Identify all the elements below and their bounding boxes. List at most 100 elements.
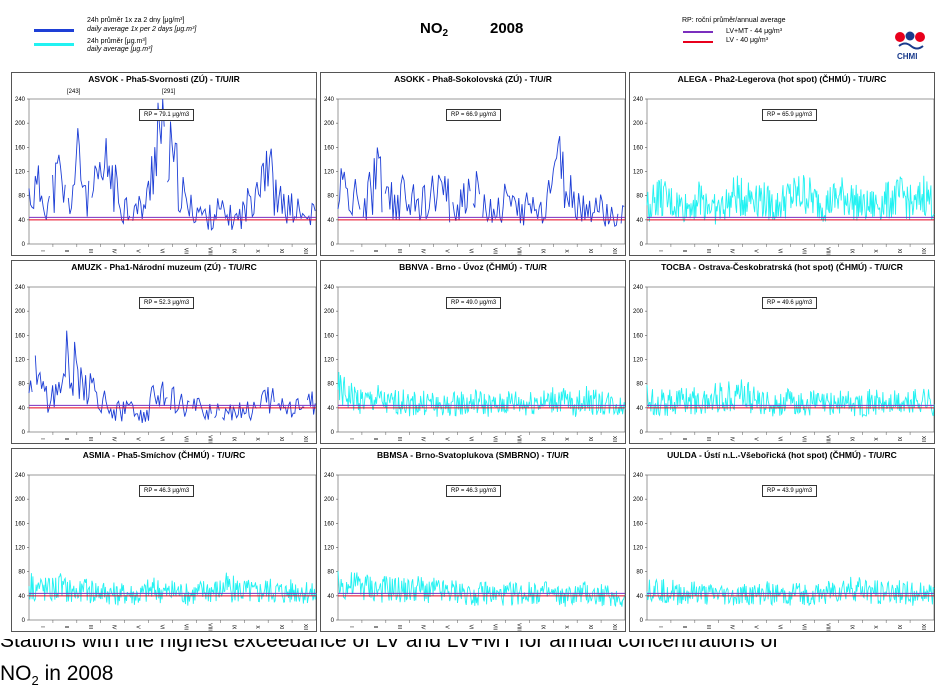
month-tick-label: VII [800,436,806,442]
month-tick-label: IV [111,625,117,630]
month-tick-label: XII [920,248,926,254]
y-tick-label: 80 [18,570,25,576]
month-tick-label: XII [920,436,926,442]
y-tick-label: 40 [636,594,643,600]
legend-line-lv-mt [683,31,713,33]
month-tick-label: IX [848,625,854,630]
month-tick-label: VIII [206,435,212,443]
legend-line-lv [683,41,713,43]
y-tick-label: 200 [633,309,644,315]
month-tick-label: I [39,250,45,251]
peak-annotation: [243] [67,89,81,95]
month-tick-label: X [563,249,569,253]
rp-legend-title: RP: roční průměr/annual average [682,17,786,24]
month-tick-label: XI [278,249,284,254]
y-tick-label: 160 [633,145,644,151]
month-tick-label: XI [278,625,284,630]
month-tick-label: XI [896,249,902,254]
chart-panel: 0 40 80 120 160 200 240 I II III IV V VI VII VIII IX X XI… [320,260,626,444]
y-tick-label: 80 [327,570,334,576]
y-tick-label: 120 [324,170,335,176]
month-tick-label: IV [729,625,735,630]
series-line [337,371,626,417]
month-tick-label: III [396,437,402,441]
month-tick-label: I [348,438,354,439]
chart-panel: 0 40 80 120 160 200 240 I II III IV V VI VII VIII IX X XI… [11,260,317,444]
y-tick-label: 200 [633,121,644,127]
month-tick-label: VI [468,249,474,254]
caption-line-2: NO2 in 2008 [0,662,114,689]
chart-panel: 0 40 80 120 160 200 240 I II III IV V VI VII VIII IX X XI… [11,448,317,632]
month-tick-label: VIII [206,247,212,255]
month-tick-label: II [63,626,69,629]
chart-panel: 0 40 80 120 160 200 240 I II III IV V VI VII VIII IX X XI… [320,448,626,632]
chmi-logo-text: CHMI [897,52,918,61]
y-tick-label: 40 [18,594,25,600]
chart-title: TOCBA - Ostrava-Českobratrská (hot spot)… [661,262,903,272]
y-tick-label: 160 [15,333,26,339]
month-tick-label: VI [159,437,165,442]
month-tick-label: III [396,625,402,629]
annual-average-box: RP = 49.0 μg/m3 [446,297,502,309]
month-tick-label: II [681,626,687,629]
month-tick-label: XI [587,625,593,630]
month-tick-label: III [87,249,93,253]
series-line [646,175,935,225]
chart-title: ASMIA - Pha5-Smíchov (ČHMÚ) - T/U/RC [82,450,246,460]
month-tick-label: IV [111,437,117,442]
y-tick-label: 120 [324,546,335,552]
month-tick-label: IX [539,437,545,442]
legend-text-daily: 24h průměr [μg.m³] [87,38,147,45]
y-tick-label: 0 [22,618,26,624]
y-tick-label: 0 [640,430,644,436]
y-tick-label: 240 [633,97,644,103]
chart-title: AMUZK - Pha1-Národní muzeum (ZÚ) - T/U/R… [71,262,257,272]
month-tick-label: IX [539,625,545,630]
y-tick-label: 120 [15,546,26,552]
month-tick-label: X [563,437,569,441]
y-tick-label: 240 [15,285,26,291]
month-tick-label: V [135,249,141,253]
y-tick-label: 240 [633,285,644,291]
month-tick-label: IX [848,249,854,254]
month-tick-label: VII [491,624,497,630]
y-tick-label: 240 [15,473,26,479]
chart-title: ALEGA - Pha2-Legerova (hot spot) (ČHMÚ) … [677,74,887,84]
legend-text-daily-en: daily average [μg.m³] [87,46,153,53]
legend-text-daily-1x2-en: daily average 1x per 2 days [μg.m³] [87,26,197,33]
month-tick-label: III [87,437,93,441]
y-tick-label: 0 [331,618,335,624]
month-tick-label: V [135,437,141,441]
chart-title: UULDA - Ústí n.L.-Všebořická (hot spot) … [667,450,897,460]
y-tick-label: 160 [633,333,644,339]
month-tick-label: X [872,437,878,441]
month-tick-label: IX [230,249,236,254]
month-tick-label: VIII [515,435,521,443]
annual-average-box: RP = 43.9 μg/m3 [762,485,818,497]
y-tick-label: 160 [324,521,335,527]
month-tick-label: IV [420,625,426,630]
month-tick-label: VIII [206,623,212,631]
legend-line-daily-1x2 [34,29,74,32]
series-line [28,330,316,423]
y-tick-label: 120 [15,358,26,364]
month-tick-label: VII [800,248,806,254]
month-tick-label: VI [777,625,783,630]
annual-average-box: RP = 52.3 μg/m3 [139,297,195,309]
chmi-logo-icon [895,31,925,50]
y-tick-label: 0 [22,242,26,248]
chart-title: ASOKK - Pha8-Sokolovská (ZÚ) - T/U/R [394,74,552,84]
legend-text-lv: LV - 40 μg/m³ [726,37,769,44]
y-tick-label: 40 [18,406,25,412]
legend-text-lv-mt: LV+MT - 44 μg/m³ [726,28,783,35]
month-tick-label: V [135,625,141,629]
y-tick-label: 40 [327,406,334,412]
y-tick-label: 160 [324,333,335,339]
series-line [337,136,625,227]
chart-title: BBNVA - Brno - Úvoz (ČHMÚ) - T/U/R [399,262,547,272]
y-tick-label: 160 [324,145,335,151]
